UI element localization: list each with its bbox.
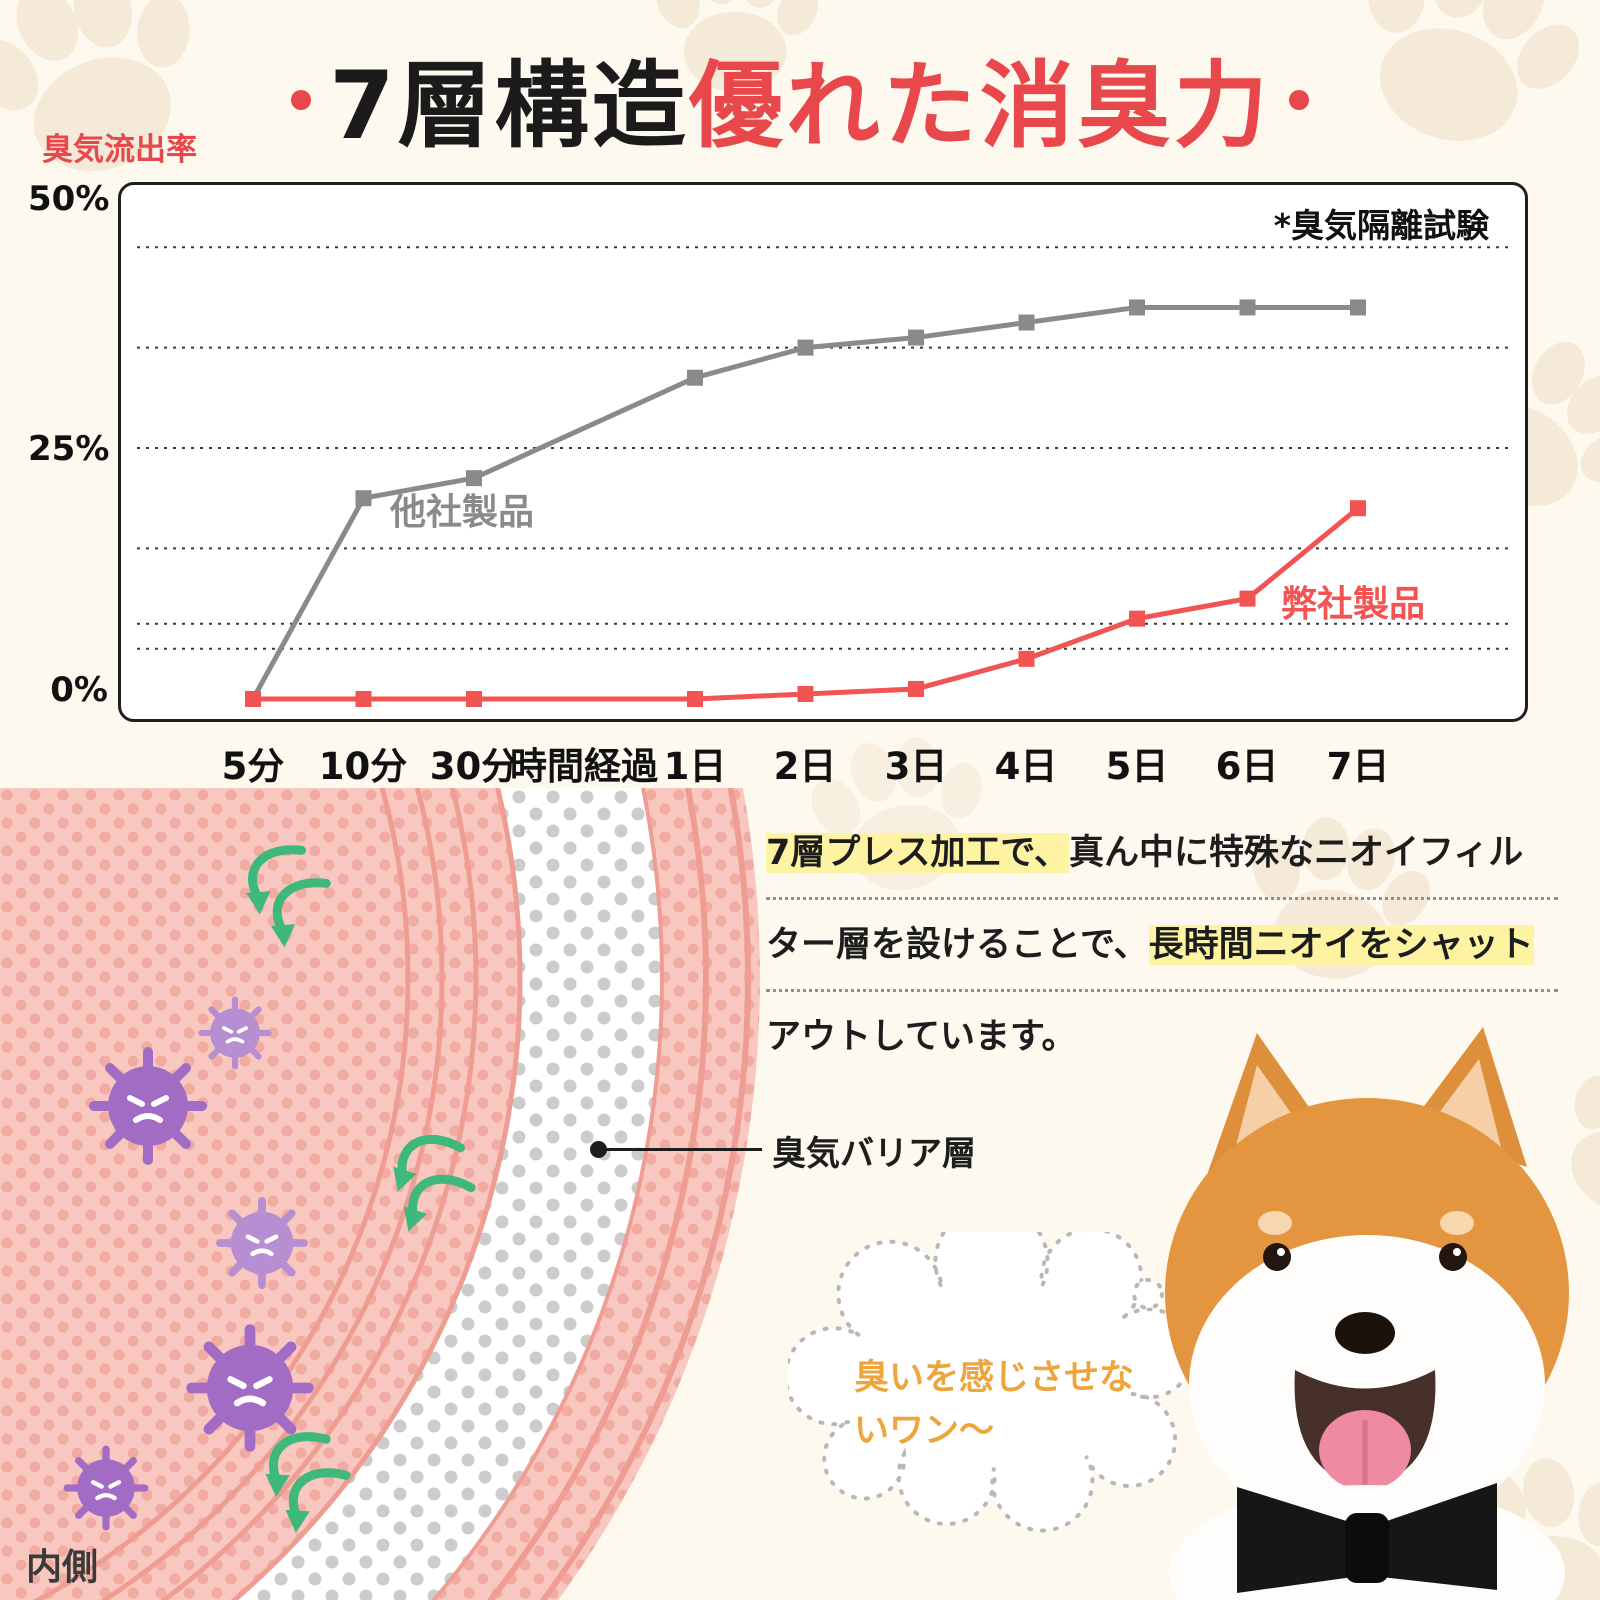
- description-text: ター層を設けることで、: [766, 925, 1149, 965]
- thought-trail-dot: [1132, 1278, 1164, 1310]
- product-layers: [0, 788, 760, 1600]
- x-tick: 5日: [1105, 745, 1169, 788]
- description-line-2: ター層を設けることで、長時間ニオイをシャット: [766, 916, 1558, 992]
- description-text: 真ん中に特殊なニオイフィル: [1068, 833, 1524, 873]
- y-axis-title: 臭気流出率: [42, 132, 197, 168]
- highlighted-text: 長時間ニオイをシャット: [1148, 925, 1534, 965]
- y-tick-50: 50%: [28, 179, 110, 219]
- line-chart: *臭気隔離試験 他社製品 弊社製品: [118, 182, 1528, 722]
- title-dot-right: [1288, 90, 1309, 110]
- x-tick: 10分: [318, 745, 408, 788]
- x-tick: 4日: [994, 745, 1058, 788]
- thought-bubble-text: 臭いを感じさせな いワン〜: [854, 1352, 1134, 1457]
- inner-side-label: 内側: [26, 1547, 99, 1588]
- barrier-layer-label: 臭気バリア層: [772, 1134, 976, 1174]
- x-tick: 時間経過: [510, 745, 658, 788]
- series-label-competitor: 他社製品: [390, 492, 535, 533]
- description-line-3: アウトしています。: [766, 1017, 1077, 1057]
- odor-virus-icon: [215, 1196, 309, 1290]
- dog-mouth: [1294, 1370, 1436, 1490]
- shiba-dog-photo: [1165, 1027, 1569, 1600]
- x-tick: 30分: [429, 745, 519, 788]
- odor-virus-icon: [89, 1047, 207, 1165]
- description-line-1: 7層プレス加工で、真ん中に特殊なニオイフィル: [766, 824, 1558, 900]
- x-tick: 1日: [663, 745, 727, 788]
- page-title: 7層構造優れた消臭力: [0, 30, 1600, 166]
- x-axis-labels: 5分 10分 30分 時間経過 1日 2日 3日 4日 5日 6日 7日: [118, 736, 1528, 790]
- highlighted-text: 7層プレス加工で、: [766, 833, 1069, 873]
- barrier-pointer-dot: [590, 1141, 607, 1158]
- layer-cross-section-illustration: [0, 788, 760, 1600]
- chart-note: *臭気隔離試験: [1273, 206, 1489, 245]
- title-text-red: 優れた消臭力: [688, 52, 1271, 161]
- title-text-black: 7層構造: [329, 52, 689, 161]
- x-tick: 2日: [773, 745, 837, 788]
- dog-eyes: [1263, 1243, 1467, 1271]
- odor-virus-icon: [63, 1445, 149, 1531]
- bubble-line-1: 臭いを感じさせな: [854, 1358, 1135, 1398]
- chart-plot-area: [137, 246, 1509, 707]
- dog-nose: [1335, 1312, 1395, 1354]
- odor-virus-icon: [198, 996, 272, 1070]
- title-dot-left: [291, 90, 312, 110]
- barrier-pointer-line: [600, 1148, 762, 1151]
- odor-virus-icon: [186, 1324, 314, 1452]
- y-tick-0: 0%: [50, 670, 108, 710]
- x-tick: 6日: [1215, 745, 1279, 788]
- y-tick-25: 25%: [28, 429, 110, 469]
- x-tick: 3日: [884, 745, 948, 788]
- dog-muzzle: [1189, 1235, 1545, 1535]
- bubble-line-2: いワン〜: [854, 1410, 995, 1451]
- series-label-ours: 弊社製品: [1281, 584, 1426, 625]
- bow-tie: [1237, 1483, 1497, 1593]
- x-tick: 7日: [1326, 745, 1390, 788]
- description-block: 7層プレス加工で、真ん中に特殊なニオイフィル ター層を設けることで、長時間ニオイ…: [766, 824, 1558, 1097]
- x-tick: 5分: [221, 745, 285, 788]
